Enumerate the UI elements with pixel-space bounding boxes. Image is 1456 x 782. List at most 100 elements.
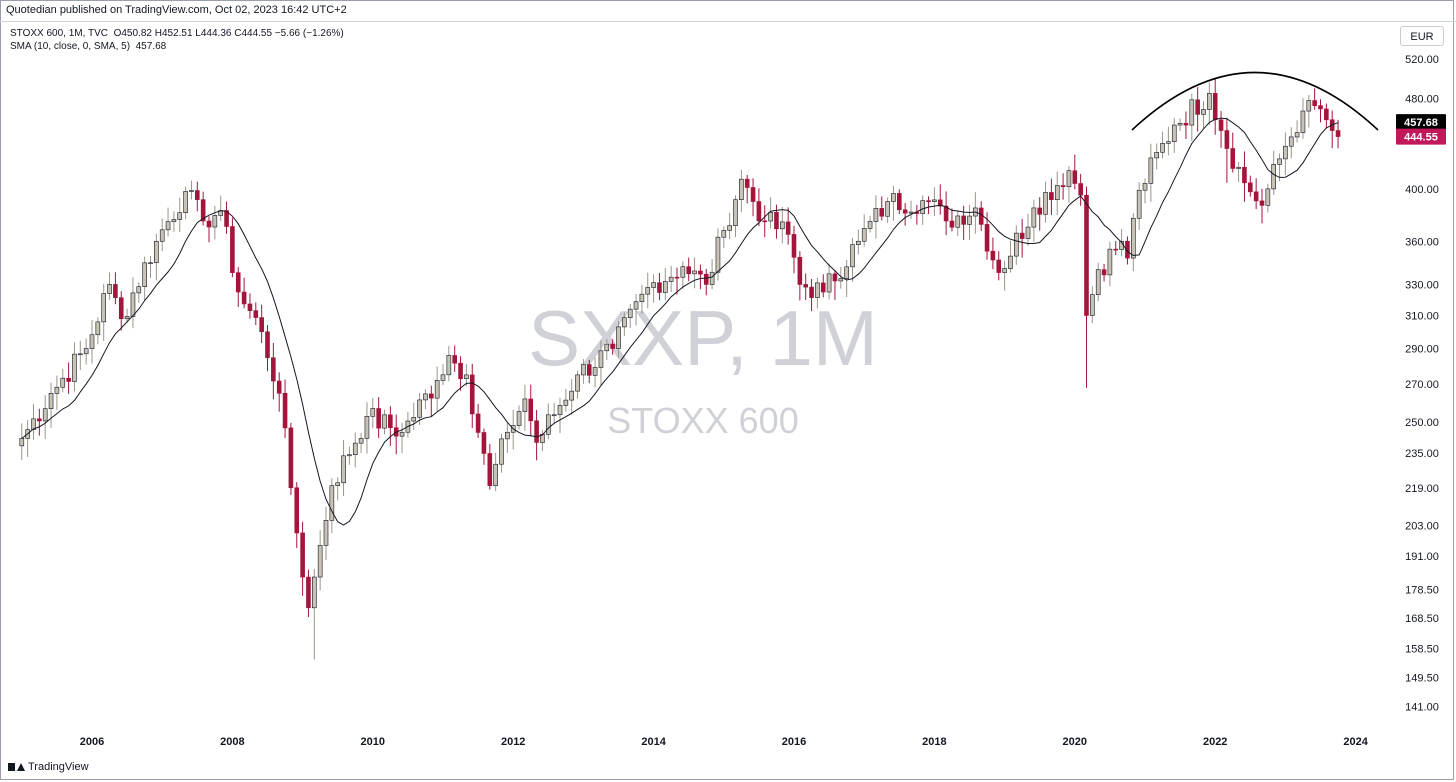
candle-body: [1072, 170, 1078, 184]
y-tick-label: 235.00: [1405, 448, 1439, 460]
x-axis[interactable]: 2006 2008 2010 2012 2014 2016 2018 2020 2022 2024: [80, 736, 1369, 748]
y-tick-label: 250.00: [1405, 417, 1439, 429]
candle-body: [604, 343, 610, 352]
candle-body: [347, 454, 352, 457]
candle-body: [797, 256, 803, 285]
currency-button[interactable]: EUR: [1400, 26, 1444, 46]
candle-body: [791, 234, 797, 258]
candle-body: [1148, 157, 1154, 184]
candle-body: [136, 286, 142, 294]
candle-body: [206, 220, 212, 228]
candle-body: [83, 348, 89, 355]
candle-body: [1183, 122, 1189, 126]
y-axis[interactable]: 520.00 480.00 400.00 360.00 330.00 310.00 290.…: [1405, 54, 1439, 714]
candle-body: [575, 374, 580, 392]
candle-body: [750, 187, 756, 202]
candle-body: [785, 221, 791, 235]
candle-body: [1277, 158, 1282, 165]
candle-body: [493, 463, 498, 486]
sma-price-badge: 457.68: [1404, 117, 1438, 129]
candle-body: [1242, 166, 1247, 184]
y-tick-label: 290.00: [1405, 344, 1439, 356]
candle-body: [1101, 269, 1107, 276]
last-price-badge: 444.55: [1404, 132, 1438, 144]
candle-body: [101, 293, 106, 323]
candle-body: [967, 215, 972, 225]
candle-body: [382, 414, 387, 429]
candles-layer: [19, 78, 1341, 660]
candle-body: [1224, 130, 1230, 149]
candle-body: [487, 453, 493, 486]
candle-body: [545, 414, 551, 435]
y-tick-label: 191.00: [1405, 551, 1439, 563]
candle-body: [481, 432, 487, 454]
candle-body: [276, 380, 282, 394]
candle-body: [879, 208, 885, 217]
y-tick-label: 149.50: [1405, 672, 1439, 684]
candle-body: [1037, 207, 1042, 215]
y-tick-label: 400.00: [1405, 184, 1439, 196]
candle-body: [31, 418, 36, 430]
candle-body: [937, 199, 943, 207]
candle-body: [265, 331, 270, 359]
candle-body: [294, 487, 300, 534]
candle-body: [1218, 119, 1224, 131]
candle-body: [183, 191, 188, 214]
candle-body: [1060, 185, 1066, 188]
y-tick-label: 219.00: [1405, 483, 1439, 495]
watermark-symbol: SXXP, 1M: [528, 294, 878, 382]
candle-body: [48, 392, 54, 410]
candle-body: [803, 284, 809, 288]
candle-body: [1207, 93, 1212, 110]
tradingview-brand: TradingView: [28, 761, 89, 773]
candle-body: [943, 205, 949, 222]
candle-body: [452, 355, 458, 364]
candle-body: [1236, 166, 1241, 169]
candle-body: [200, 199, 206, 222]
candle-body: [1107, 248, 1113, 276]
candle-body: [984, 224, 990, 252]
candle-body: [469, 374, 475, 415]
tradingview-logo[interactable]: TradingView: [8, 761, 89, 773]
candle-body: [1335, 130, 1341, 137]
candle-body: [42, 408, 48, 422]
candle-body: [1084, 194, 1089, 316]
candle-body: [440, 374, 446, 381]
candle-body: [1294, 132, 1300, 138]
candle-body: [417, 399, 422, 418]
candle-body: [335, 482, 341, 486]
candle-body: [674, 276, 680, 279]
x-tick-label: 2006: [80, 736, 104, 748]
top-arc-annotation: [1131, 71, 1379, 131]
candle-body: [165, 221, 171, 231]
sma-price-badge-bg: [1396, 114, 1446, 131]
candle-body: [130, 292, 136, 317]
x-tick-label: 2018: [922, 736, 946, 748]
candle-body: [891, 193, 896, 202]
candle-body: [1019, 232, 1025, 239]
candle-body: [768, 212, 773, 222]
candle-body: [118, 297, 124, 319]
x-tick-label: 2020: [1063, 736, 1087, 748]
candle-body: [762, 220, 768, 223]
candle-body: [657, 282, 662, 293]
candle-body: [633, 301, 639, 310]
candle-body: [1259, 200, 1265, 206]
x-tick-label: 2024: [1343, 736, 1368, 748]
candle-body: [113, 284, 118, 298]
candle-body: [1025, 226, 1031, 239]
candle-body: [253, 310, 259, 318]
candle-body: [1171, 124, 1177, 142]
candle-body: [949, 220, 955, 228]
candle-body: [212, 215, 218, 228]
candle-body: [364, 415, 370, 439]
legend-row-ohlc: STOXX 600, 1M, TVC O450.82 H452.51 L444.…: [10, 27, 344, 40]
price-badges: 457.68 444.55: [1396, 114, 1446, 145]
candle-body: [885, 201, 890, 217]
candle-body: [809, 286, 814, 298]
candle-body: [446, 355, 452, 376]
candle-body: [399, 431, 405, 437]
candle-body: [171, 219, 177, 222]
